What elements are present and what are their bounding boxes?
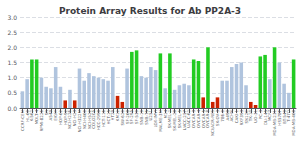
svg-text:U251: U251 bbox=[148, 110, 154, 121]
svg-text:Protein Array Results for Ab P: Protein Array Results for Ab PP2A-3 bbox=[59, 6, 241, 16]
svg-text:SNB-19: SNB-19 bbox=[138, 110, 144, 125]
svg-text:COLO205: COLO205 bbox=[91, 110, 97, 129]
svg-text:SR: SR bbox=[43, 110, 49, 116]
svg-text:HOP-62: HOP-62 bbox=[57, 110, 63, 125]
svg-text:NCI/ADR-RES: NCI/ADR-RES bbox=[210, 110, 216, 136]
svg-text:K-562: K-562 bbox=[29, 110, 35, 122]
svg-text:HCC-2998: HCC-2998 bbox=[96, 110, 101, 131]
svg-text:ACHN: ACHN bbox=[229, 110, 235, 122]
svg-text:MCF7: MCF7 bbox=[267, 110, 273, 122]
svg-text:TK-10: TK-10 bbox=[248, 110, 254, 122]
svg-text:OVCAR-4: OVCAR-4 bbox=[195, 110, 201, 128]
svg-text:NCI-H322M: NCI-H322M bbox=[77, 110, 82, 133]
svg-text:DU-145: DU-145 bbox=[262, 110, 268, 126]
svg-text:1.0: 1.0 bbox=[7, 74, 17, 81]
svg-text:RXF393: RXF393 bbox=[238, 110, 244, 126]
svg-text:SK-MEL-5: SK-MEL-5 bbox=[176, 110, 182, 129]
svg-text:HS578T: HS578T bbox=[276, 110, 282, 126]
svg-text:OVCAR-3: OVCAR-3 bbox=[191, 110, 197, 128]
svg-text:OVCAR-5: OVCAR-5 bbox=[200, 110, 206, 128]
svg-text:BT-549: BT-549 bbox=[281, 110, 287, 124]
svg-text:MDA-MB-231: MDA-MB-231 bbox=[272, 110, 278, 136]
svg-text:A498: A498 bbox=[224, 110, 230, 121]
svg-text:MALME-3M: MALME-3M bbox=[157, 110, 163, 132]
svg-text:HCT-116: HCT-116 bbox=[100, 110, 106, 127]
svg-text:786-0: 786-0 bbox=[219, 110, 225, 122]
svg-text:PC-3: PC-3 bbox=[257, 110, 263, 120]
svg-text:1.5: 1.5 bbox=[7, 59, 17, 66]
svg-text:3.0: 3.0 bbox=[7, 14, 17, 21]
svg-text:EKVX: EKVX bbox=[53, 110, 59, 121]
svg-text:HL-60: HL-60 bbox=[24, 110, 30, 122]
svg-text:CCRF-CEM: CCRF-CEM bbox=[19, 110, 25, 131]
svg-text:CAKI-1: CAKI-1 bbox=[234, 110, 239, 124]
svg-text:M14: M14 bbox=[162, 110, 168, 119]
svg-text:KM12: KM12 bbox=[115, 110, 121, 122]
svg-text:SW-620: SW-620 bbox=[119, 110, 125, 126]
svg-text:UACC-257: UACC-257 bbox=[181, 110, 187, 131]
svg-text:SK-OV-3: SK-OV-3 bbox=[215, 110, 220, 126]
svg-text:UACC-62: UACC-62 bbox=[186, 110, 192, 128]
svg-text:SF-268: SF-268 bbox=[124, 110, 130, 124]
svg-text:HT29: HT29 bbox=[110, 110, 116, 121]
svg-text:LOX-IMVI: LOX-IMVI bbox=[153, 110, 159, 128]
svg-text:HCT-15: HCT-15 bbox=[105, 110, 111, 125]
svg-text:0.0: 0.0 bbox=[7, 105, 17, 112]
svg-text:MDA-MB-468: MDA-MB-468 bbox=[291, 110, 296, 136]
svg-text:2.0: 2.0 bbox=[7, 44, 17, 51]
svg-text:OVCAR-8: OVCAR-8 bbox=[205, 110, 211, 128]
svg-text:2.5: 2.5 bbox=[7, 29, 17, 36]
svg-text:HOP-92: HOP-92 bbox=[62, 110, 68, 125]
svg-text:SK-MEL-28: SK-MEL-28 bbox=[172, 110, 178, 131]
svg-text:SK-MEL-2: SK-MEL-2 bbox=[167, 110, 173, 129]
svg-text:MOLT-4: MOLT-4 bbox=[34, 110, 40, 125]
svg-text:T-47D: T-47D bbox=[286, 110, 292, 122]
svg-text:NCI-H226: NCI-H226 bbox=[67, 110, 73, 130]
svg-text:NCI-H522: NCI-H522 bbox=[86, 110, 92, 130]
svg-text:RPMI-8226: RPMI-8226 bbox=[38, 110, 44, 132]
svg-text:SN12C: SN12C bbox=[243, 110, 249, 124]
svg-text:UO-31: UO-31 bbox=[253, 110, 259, 123]
svg-text:NCI-H23: NCI-H23 bbox=[72, 110, 78, 127]
svg-text:A549: A549 bbox=[48, 110, 54, 121]
svg-text:0.5: 0.5 bbox=[7, 89, 17, 96]
svg-text:SF-539: SF-539 bbox=[134, 110, 140, 124]
svg-text:SF-295: SF-295 bbox=[129, 110, 135, 124]
svg-text:SNB-75: SNB-75 bbox=[143, 110, 149, 125]
svg-text:NCI-H460: NCI-H460 bbox=[81, 110, 87, 130]
